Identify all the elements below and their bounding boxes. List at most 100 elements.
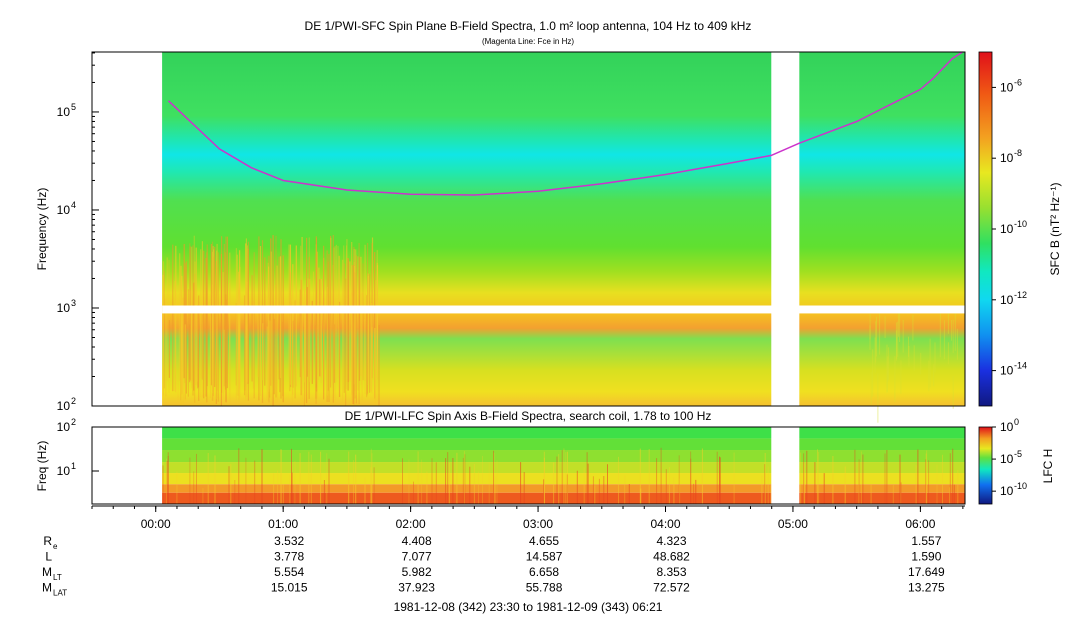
emission-streak: [206, 244, 208, 387]
emission-streak: [351, 265, 353, 406]
lfc-streak: [818, 451, 820, 504]
lfc-streak: [624, 475, 626, 504]
emission-streak: [908, 346, 910, 367]
lfc-streak: [493, 450, 494, 504]
lfc-streak: [308, 451, 310, 504]
emission-streak: [353, 246, 355, 405]
lfc-streak: [925, 453, 927, 504]
lfc-streak: [770, 485, 772, 504]
lfc-streak: [817, 449, 818, 504]
lfc-streak: [640, 488, 642, 504]
ephemeris-row-sublabel: LT: [53, 573, 62, 582]
emission-streak: [211, 284, 214, 394]
emission-streak: [956, 328, 958, 360]
emission-streak: [244, 305, 246, 391]
emission-streak: [245, 243, 247, 401]
x-tick-label: 06:00: [905, 517, 935, 531]
lfc-streak: [603, 476, 605, 504]
ephemeris-value: 8.353: [656, 565, 686, 579]
emission-streak: [239, 250, 241, 389]
emission-streak: [320, 279, 322, 379]
emission-streak: [913, 345, 915, 371]
emission-streak: [320, 302, 322, 383]
lfc-streak: [294, 460, 296, 504]
emission-streak: [334, 324, 336, 383]
lfc-streak: [679, 478, 681, 504]
colorbar-tick-exponent: -10: [1014, 481, 1027, 491]
emission-streak: [361, 292, 363, 401]
lfc-band: [162, 462, 965, 474]
lfc-streak: [767, 466, 769, 504]
emission-streak: [223, 329, 225, 393]
emission-streak: [279, 314, 281, 393]
emission-streak: [212, 245, 214, 397]
lfc-streak: [598, 478, 600, 504]
emission-streak: [245, 243, 247, 398]
emission-streak: [315, 237, 318, 392]
emission-streak: [351, 242, 353, 395]
lfc-streak: [291, 448, 292, 504]
emission-streak: [376, 265, 379, 378]
emission-streak: [177, 285, 179, 402]
lfc-streak: [678, 455, 680, 504]
lfc-streak: [668, 467, 670, 504]
emission-streak: [235, 303, 237, 386]
emission-streak: [190, 290, 192, 383]
emission-streak: [933, 364, 935, 387]
emission-streak: [869, 314, 871, 340]
ephemeris-value: 55.788: [526, 581, 563, 595]
lfc-streak: [854, 449, 856, 504]
emission-streak: [306, 287, 308, 377]
colorbar-tick-label: 10: [1000, 222, 1014, 236]
fce-line: [167, 51, 963, 196]
lfc-streak: [166, 460, 168, 504]
emission-streak: [165, 298, 167, 397]
lfc-streak: [665, 469, 667, 504]
emission-streak: [163, 270, 165, 389]
emission-streak: [362, 263, 364, 381]
ephemeris-value: 4.323: [656, 534, 686, 548]
x-tick-label: 02:00: [396, 517, 426, 531]
emission-streak: [205, 258, 207, 397]
y-tick-exponent: 2: [71, 396, 76, 406]
lfc-streak: [733, 452, 735, 504]
emission-streak: [360, 300, 362, 385]
lfc-streak: [761, 475, 763, 504]
emission-streak: [299, 289, 301, 378]
top-panel-subtitle: (Magenta Line: Fce in Hz): [482, 37, 574, 46]
lfc-streak: [245, 457, 247, 504]
ephemeris-value: 3.778: [274, 550, 304, 564]
lfc-streak: [803, 463, 805, 504]
lfc-streak: [543, 457, 545, 504]
lfc-streak: [523, 472, 525, 504]
emission-streak: [270, 251, 272, 402]
lfc-streak: [823, 473, 825, 504]
emission-streak: [309, 279, 311, 382]
ephemeris-value: 14.587: [526, 550, 563, 564]
emission-streak: [888, 347, 890, 380]
ephemeris-value: 1.557: [911, 534, 941, 548]
emission-streak: [229, 252, 231, 405]
lfc-streak: [167, 452, 169, 504]
emission-streak: [353, 249, 355, 385]
lfc-streak: [364, 477, 366, 504]
lfc-streak: [456, 452, 458, 504]
lfc-streak: [800, 452, 802, 504]
colorbar-tick-label: 10: [1000, 452, 1014, 466]
lfc-streak: [952, 448, 954, 504]
lfc-streak: [320, 451, 322, 504]
emission-streak: [311, 300, 313, 384]
lfc-streak: [862, 454, 864, 504]
emission-streak: [312, 271, 315, 380]
lfc-streak: [926, 450, 928, 504]
emission-streak: [187, 289, 189, 397]
ephemeris-row-label: M: [42, 581, 52, 595]
emission-streak: [369, 273, 371, 393]
ephemeris-value: 72.572: [653, 581, 690, 595]
ephemeris-row-sublabel: e: [53, 542, 58, 551]
lfc-streak: [586, 452, 588, 504]
lfc-streak: [234, 480, 236, 504]
lfc-streak: [628, 484, 630, 504]
